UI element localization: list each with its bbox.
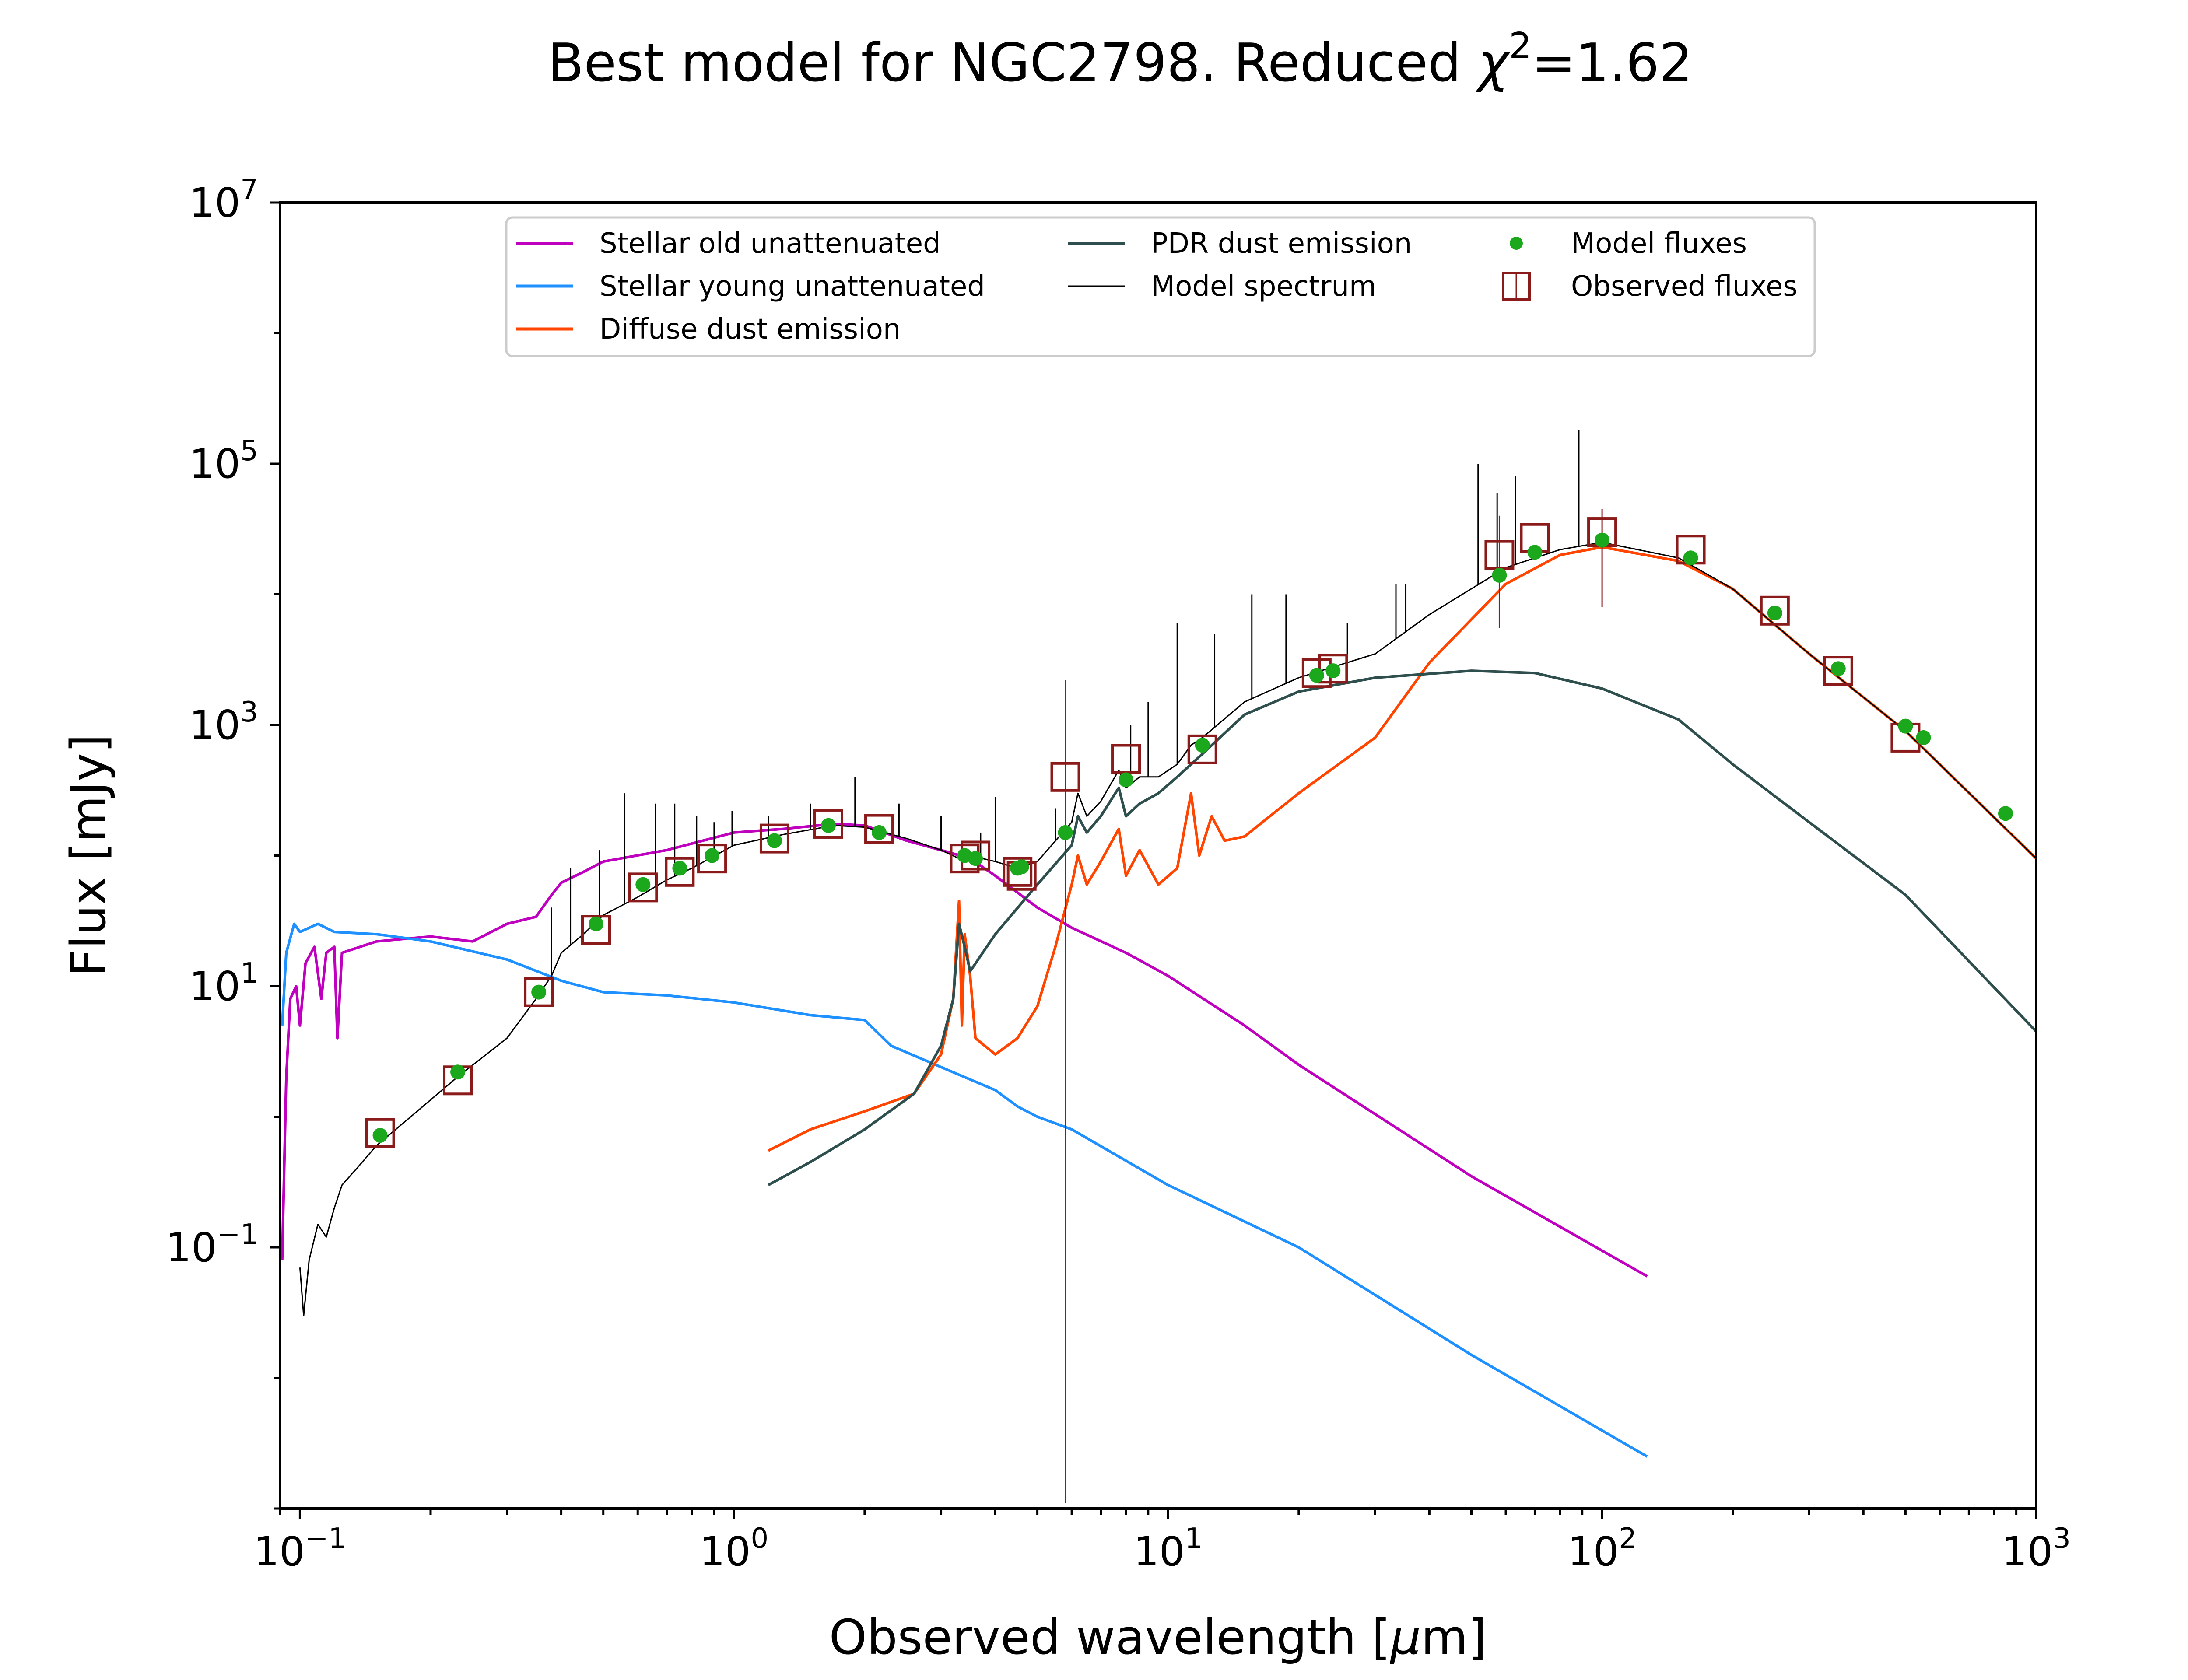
y-tick-label: 107 bbox=[189, 174, 258, 226]
model-flux-marker bbox=[872, 825, 887, 840]
y-tick-label: 103 bbox=[189, 696, 258, 749]
model-flux-marker bbox=[1195, 738, 1210, 753]
x-tick-label: 103 bbox=[2002, 1522, 2071, 1575]
title-chi: χ bbox=[1475, 33, 1511, 94]
model-flux-marker bbox=[1830, 661, 1846, 676]
observed-flux-marker bbox=[813, 808, 844, 839]
legend-label: Diffuse dust emission bbox=[600, 313, 901, 346]
model-flux-marker bbox=[589, 916, 604, 931]
legend-label: Stellar young unattenuated bbox=[600, 270, 985, 303]
model-flux-marker bbox=[635, 877, 651, 892]
observed-flux-marker bbox=[1003, 857, 1033, 887]
plot-area bbox=[281, 430, 2036, 1503]
legend-label: Model spectrum bbox=[1151, 270, 1376, 303]
legend-swatch bbox=[1510, 237, 1523, 250]
legend-label: Model fluxes bbox=[1571, 228, 1747, 260]
model-flux-marker bbox=[372, 1128, 388, 1143]
legend: Stellar old unattenuated Stellar young un… bbox=[505, 216, 1816, 357]
observed-flux-marker bbox=[697, 844, 727, 874]
series-line-stellar_young bbox=[281, 922, 1648, 1458]
x-tick-label: 102 bbox=[1567, 1522, 1637, 1575]
y-axis-label: Flux [mJy] bbox=[60, 734, 116, 976]
observed-flux-marker bbox=[524, 977, 554, 1007]
legend-label: Stellar old unattenuated bbox=[600, 228, 941, 260]
axes: 10−1 100 101 102 103 10−1 101 103 105 107 bbox=[166, 174, 2071, 1575]
legend-label: PDR dust emission bbox=[1151, 228, 1412, 260]
observed-flux-marker bbox=[1187, 734, 1217, 764]
x-tick-label: 10−1 bbox=[254, 1522, 346, 1575]
title-suffix: =1.62 bbox=[1532, 33, 1693, 94]
series-line-diffuse_dust bbox=[768, 546, 2036, 1152]
model-flux-marker bbox=[1492, 567, 1507, 583]
y-tick-label: 105 bbox=[189, 435, 258, 487]
model-flux-marker bbox=[705, 848, 720, 863]
model-flux-marker bbox=[672, 861, 687, 876]
model-flux-marker bbox=[531, 984, 547, 1000]
model-flux-marker bbox=[821, 818, 836, 833]
model-flux-marker bbox=[1058, 825, 1073, 840]
model-flux-marker bbox=[968, 851, 983, 866]
model-flux-marker bbox=[1119, 772, 1134, 788]
model-flux-marker bbox=[1998, 806, 2013, 821]
observed-flux-marker bbox=[628, 872, 658, 903]
x-tick-label: 101 bbox=[1133, 1522, 1203, 1575]
model-flux-marker bbox=[1916, 730, 1931, 745]
y-tick-label: 101 bbox=[189, 957, 258, 1010]
model-flux-marker bbox=[1325, 663, 1341, 679]
model-flux-marker bbox=[1595, 532, 1610, 548]
observed-flux-marker bbox=[665, 857, 695, 887]
model-flux-marker bbox=[450, 1064, 466, 1080]
observed-flux-marker bbox=[365, 1118, 395, 1148]
x-axis-label: Observed wavelength [μm] bbox=[829, 1609, 1487, 1665]
model-flux-marker bbox=[1767, 606, 1782, 621]
legend-box bbox=[505, 216, 1816, 357]
chart-title: Best model for NGC2798. Reduced χ2=1.62 bbox=[548, 25, 1693, 94]
y-tick-label: 10−1 bbox=[166, 1218, 258, 1271]
title-exponent: 2 bbox=[1509, 25, 1532, 67]
observed-flux-marker bbox=[581, 915, 611, 945]
model-flux-marker bbox=[1898, 718, 1913, 734]
legend-label: Observed fluxes bbox=[1571, 270, 1798, 303]
series-line-pdr_dust bbox=[768, 669, 2036, 1186]
title-prefix: Best model for NGC2798. Reduced bbox=[548, 33, 1478, 94]
observed-flux-marker bbox=[1823, 656, 1853, 686]
model-flux-marker bbox=[1014, 859, 1029, 875]
model-flux-marker bbox=[767, 833, 782, 848]
observed-flux-marker bbox=[759, 823, 789, 854]
model-flux-marker bbox=[1527, 545, 1543, 560]
observed-flux-marker bbox=[864, 814, 894, 844]
x-tick-label: 100 bbox=[699, 1522, 768, 1575]
observed-flux-marker bbox=[1050, 762, 1080, 792]
model-flux-marker bbox=[1309, 668, 1324, 683]
model-flux-marker bbox=[1683, 550, 1698, 566]
observed-flux-marker bbox=[1760, 595, 1790, 626]
